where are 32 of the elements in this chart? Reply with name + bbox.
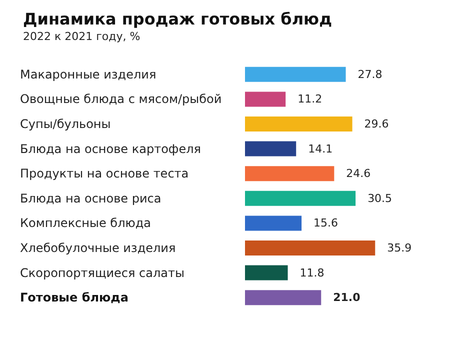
bar (245, 92, 286, 107)
bar (245, 290, 322, 306)
y-tick-label: Хлебобулочные изделия (20, 241, 176, 255)
y-tick-label: Продукты на основе теста (20, 166, 189, 181)
data-label: 35.9 (387, 242, 412, 254)
chart-title: Динамика продаж готовых блюд (23, 10, 332, 28)
y-tick-label: Скоропортящиеся салаты (20, 266, 184, 280)
data-label: 15.6 (314, 216, 338, 230)
bar (245, 190, 356, 206)
y-tick-label: Макаронные изделия (20, 67, 156, 82)
data-label: 11.2 (298, 92, 322, 106)
data-label: 30.5 (368, 192, 392, 205)
bar (245, 66, 346, 82)
y-tick-label: Готовые блюда (20, 290, 128, 305)
bar (245, 116, 352, 132)
data-label: 14.1 (308, 142, 333, 156)
bar (245, 265, 288, 280)
bar (245, 166, 334, 182)
y-tick-label: Блюда на основе картофеля (20, 142, 201, 156)
data-label: 29.6 (364, 118, 389, 130)
data-label: 27.8 (358, 68, 382, 81)
y-tick-label: Комплексные блюда (20, 216, 151, 230)
bar (245, 141, 296, 156)
y-tick-label: Супы/бульоны (20, 117, 111, 131)
bar (245, 240, 376, 256)
bar (245, 216, 302, 231)
data-label: 11.8 (300, 266, 324, 280)
text: 2022 к 2021 году, % (23, 30, 140, 43)
data-label: 21.0 (333, 291, 361, 304)
data-label: 24.6 (346, 167, 371, 180)
y-tick-label: Овощные блюда с мясом/рыбой (20, 92, 222, 106)
y-tick-label: Блюда на основе риса (20, 191, 162, 206)
